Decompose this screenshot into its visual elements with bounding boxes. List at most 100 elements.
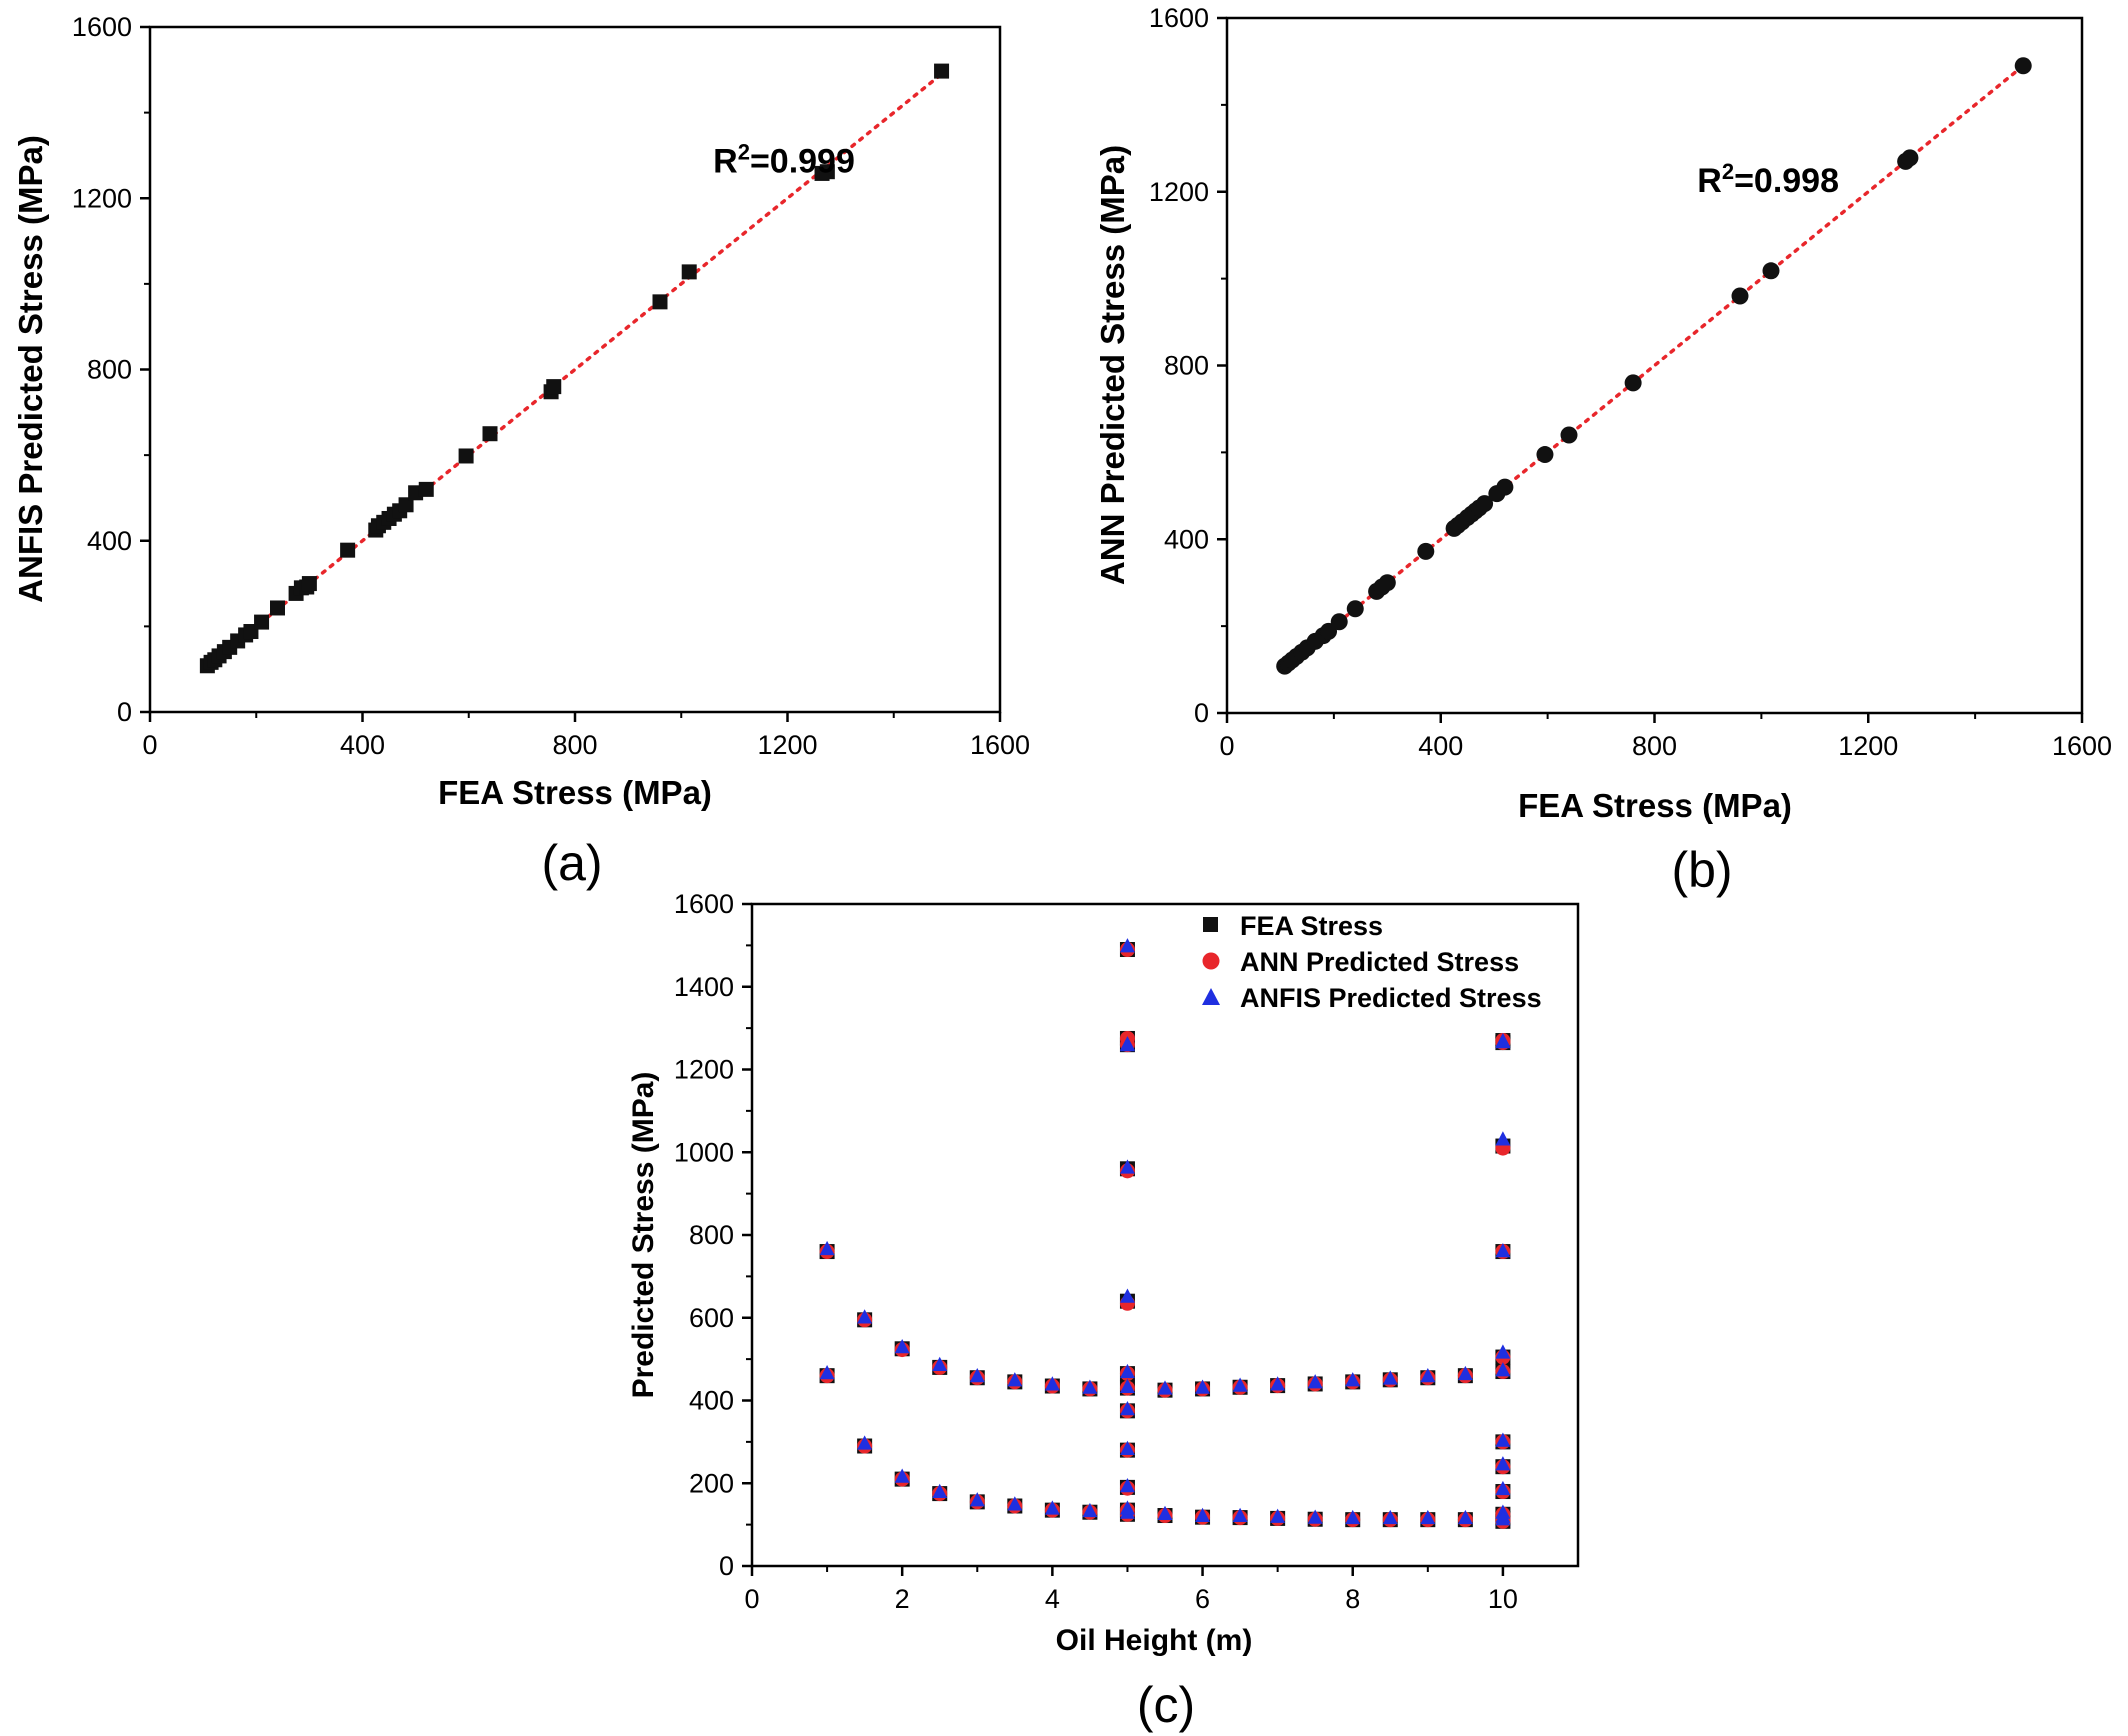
data-point <box>1378 574 1396 592</box>
data-point-triangle <box>1232 1377 1248 1392</box>
x-tick-label: 1200 <box>757 730 817 760</box>
panel-a-points <box>199 63 950 674</box>
data-point-triangle <box>1420 1509 1436 1525</box>
data-point <box>482 426 498 442</box>
panel-a-ticks: 0 400 800 1200 1600 0 400 800 1200 1600 <box>72 12 1030 760</box>
data-point-triangle <box>1007 1372 1023 1387</box>
data-point <box>1624 374 1642 392</box>
data-point-triangle <box>1495 1034 1511 1049</box>
data-point-triangle <box>1119 1440 1135 1456</box>
data-point-triangle <box>1270 1508 1286 1523</box>
data-point-triangle <box>1119 1159 1135 1174</box>
data-point-triangle <box>1495 1456 1511 1471</box>
data-point-triangle <box>819 1365 835 1380</box>
y-tick-label: 1400 <box>674 972 734 1002</box>
panel-a-r2-base: R <box>713 143 738 181</box>
data-point-triangle <box>1232 1507 1248 1523</box>
data-point-triangle <box>1270 1376 1286 1391</box>
data-point-triangle <box>1157 1505 1173 1520</box>
data-point-triangle <box>1457 1365 1473 1381</box>
data-point-triangle <box>1082 1502 1098 1518</box>
x-tick-label: 4 <box>1045 1584 1060 1614</box>
x-tick-label: 1600 <box>2052 731 2112 761</box>
legend-triangle-marker <box>1202 988 1220 1005</box>
data-point-triangle <box>1119 1478 1135 1493</box>
data-point-triangle <box>894 1338 910 1354</box>
data-point-triangle <box>969 1492 985 1507</box>
y-tick-label: 400 <box>1164 524 1209 554</box>
data-point <box>1536 446 1554 464</box>
y-tick-label: 800 <box>87 355 132 385</box>
panel-b-label: (b) <box>1671 842 1732 898</box>
panel-b-ticks: 0 400 800 1200 1600 0 400 800 1200 1600 <box>1149 3 2112 761</box>
legend-label-ann: ANN Predicted Stress <box>1240 947 1519 977</box>
panel-b-x-axis-title: FEA Stress (MPa) <box>1518 787 1792 824</box>
y-tick-label: 1000 <box>674 1137 734 1167</box>
panel-a-r2-rest: =0.999 <box>750 143 855 181</box>
data-point-triangle <box>1044 1500 1060 1515</box>
data-point-triangle <box>1007 1496 1023 1511</box>
data-point-triangle <box>1345 1372 1361 1387</box>
data-point <box>1330 613 1348 631</box>
data-point-triangle <box>1119 1401 1135 1416</box>
panel-c-chart: 0 2 4 6 8 10 0 200 400 600 800 1000 1200 1400 1600 FEA… <box>627 889 1580 1733</box>
x-tick-label: 800 <box>1632 731 1677 761</box>
panel-b-fit-line <box>1281 64 2025 670</box>
panel-a-label: (a) <box>541 835 602 891</box>
data-point <box>301 576 317 592</box>
data-point <box>398 497 414 513</box>
y-tick-label: 0 <box>719 1551 734 1581</box>
x-tick-label: 0 <box>1219 731 1234 761</box>
panel-c-legend: FEA Stress ANN Predicted Stress ANFIS Pr… <box>1202 911 1542 1013</box>
data-point-triangle <box>1495 1362 1511 1377</box>
x-tick-label: 2 <box>895 1584 910 1614</box>
data-point <box>254 614 270 630</box>
legend-entry-anfis: ANFIS Predicted Stress <box>1202 983 1542 1013</box>
legend-label-fea-stress: FEA Stress <box>1240 911 1383 941</box>
legend-square-marker <box>1203 917 1218 932</box>
data-point-triangle <box>1382 1509 1398 1525</box>
data-point-triangle <box>1119 1036 1135 1052</box>
y-tick-label: 1200 <box>674 1055 734 1085</box>
y-tick-label: 400 <box>689 1386 734 1416</box>
panel-a-x-axis-title: FEA Stress (MPa) <box>438 774 712 811</box>
panel-b-points <box>1276 57 2032 675</box>
data-point-triangle <box>1307 1509 1323 1524</box>
data-point-triangle <box>857 1435 873 1450</box>
data-point <box>1346 600 1364 618</box>
data-point-triangle <box>1457 1509 1473 1525</box>
panel-c-label: (c) <box>1137 1677 1195 1733</box>
data-point <box>340 542 356 558</box>
panel-a-y-axis-title: ANFIS Predicted Stress (MPa) <box>12 135 49 603</box>
data-point-triangle <box>1195 1507 1211 1523</box>
panel-a-r2-sup: 2 <box>738 140 750 165</box>
data-point-triangle <box>1420 1367 1436 1383</box>
data-point-triangle <box>1495 1131 1511 1146</box>
legend-circle-marker <box>1202 952 1220 970</box>
data-point <box>652 294 668 310</box>
data-point <box>418 481 434 497</box>
panel-c-ticks: 0 2 4 6 8 10 0 200 400 600 800 1000 1200 1400 1600 <box>674 889 1518 1614</box>
data-point-triangle <box>1157 1380 1173 1395</box>
x-tick-label: 10 <box>1488 1584 1518 1614</box>
y-tick-label: 800 <box>1164 351 1209 381</box>
data-point <box>458 448 474 464</box>
data-point-triangle <box>1382 1370 1398 1385</box>
y-tick-label: 0 <box>1194 698 1209 728</box>
data-point-triangle <box>1044 1376 1060 1391</box>
x-tick-label: 400 <box>1418 731 1463 761</box>
data-point-triangle <box>932 1483 948 1499</box>
x-tick-label: 8 <box>1345 1584 1360 1614</box>
y-tick-label: 1600 <box>72 12 132 42</box>
panel-b-r2-sup: 2 <box>1722 159 1734 184</box>
data-point-triangle <box>819 1240 835 1256</box>
data-point <box>819 164 835 180</box>
data-point-triangle <box>1119 1500 1135 1515</box>
data-point-triangle <box>1495 1344 1511 1359</box>
data-point <box>1762 262 1780 280</box>
y-tick-label: 200 <box>689 1468 734 1498</box>
data-point-triangle <box>1495 1243 1511 1258</box>
legend-entry-fea-stress: FEA Stress <box>1203 911 1383 941</box>
